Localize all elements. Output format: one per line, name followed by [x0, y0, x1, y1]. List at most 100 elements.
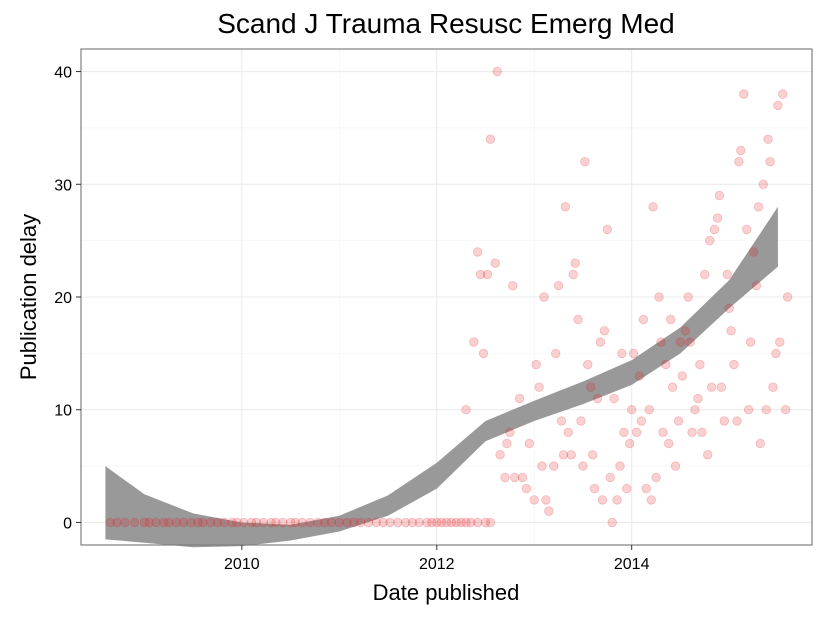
data-point: [631, 427, 642, 438]
data-point: [719, 416, 730, 426]
data-point: [558, 450, 569, 460]
grid: [81, 49, 812, 545]
data-point: [675, 337, 686, 347]
data-point: [186, 517, 196, 528]
data-point: [549, 461, 559, 471]
data-points: [105, 66, 793, 528]
data-point: [159, 517, 169, 528]
data-point: [722, 269, 732, 280]
data-point: [700, 269, 710, 280]
data-point: [773, 100, 783, 111]
data-point: [461, 405, 471, 415]
data-point: [753, 202, 764, 212]
data-point: [654, 292, 664, 302]
data-point: [615, 461, 625, 471]
data-point: [151, 517, 161, 528]
data-point: [680, 326, 691, 336]
data-point: [544, 506, 554, 516]
data-point: [566, 450, 577, 460]
data-point: [285, 517, 296, 528]
data-point: [378, 517, 388, 528]
data-point: [534, 382, 544, 392]
data-point: [666, 314, 676, 325]
data-point: [644, 405, 654, 415]
x-axis-title: Date published: [373, 580, 520, 605]
data-point: [278, 517, 288, 528]
data-point: [495, 450, 505, 460]
data-point: [297, 517, 307, 528]
data-point: [599, 326, 610, 336]
data-point: [393, 517, 403, 528]
smooth-band: [105, 206, 778, 548]
data-point: [198, 517, 208, 528]
data-point: [743, 405, 754, 415]
data-point: [313, 517, 323, 528]
data-point: [326, 517, 337, 528]
data-point: [334, 517, 345, 528]
data-point: [580, 156, 590, 167]
data-point: [734, 156, 744, 167]
data-point: [705, 235, 715, 246]
data-point: [485, 517, 496, 528]
data-point: [129, 517, 140, 528]
y-tick-label: 40: [54, 65, 72, 82]
data-point: [592, 393, 603, 404]
data-point: [524, 438, 535, 449]
data-point: [636, 416, 647, 426]
data-point: [500, 472, 510, 483]
data-point: [436, 517, 447, 528]
data-point: [697, 427, 707, 438]
data-point: [505, 427, 515, 438]
data-point: [407, 517, 418, 528]
data-point: [171, 517, 182, 528]
data-point: [473, 247, 483, 257]
y-tick-label: 0: [63, 515, 72, 532]
data-point: [205, 517, 216, 528]
data-point: [763, 134, 773, 144]
data-point: [634, 371, 645, 381]
data-point: [755, 438, 766, 449]
x-tick-label: 2012: [419, 556, 455, 573]
data-point: [709, 224, 720, 235]
data-point: [573, 314, 583, 325]
data-point: [482, 269, 493, 280]
data-point: [508, 281, 518, 291]
data-point: [607, 517, 617, 528]
data-point: [775, 337, 785, 347]
data-point: [480, 517, 491, 528]
data-point: [551, 348, 561, 359]
data-point: [427, 517, 437, 528]
data-point: [553, 281, 564, 291]
data-point: [617, 348, 627, 359]
data-point: [664, 438, 674, 449]
data-point: [193, 517, 203, 528]
data-point: [761, 405, 771, 415]
data-point: [726, 326, 736, 336]
data-point: [219, 517, 230, 528]
data-point: [736, 145, 746, 156]
data-point: [422, 517, 432, 528]
data-point: [144, 517, 154, 528]
y-axis-title: Publication delay: [16, 214, 41, 380]
data-point: [576, 416, 586, 426]
data-point: [466, 517, 476, 528]
data-point: [541, 495, 551, 505]
data-point: [492, 66, 502, 77]
data-point: [714, 190, 725, 201]
data-point: [648, 202, 658, 212]
data-point: [778, 89, 788, 99]
data-point: [271, 517, 281, 528]
data-point: [625, 438, 635, 449]
data-point: [139, 517, 150, 528]
data-point: [120, 517, 130, 528]
data-point: [609, 393, 619, 404]
data-point: [724, 303, 734, 314]
x-axis-ticks: 2010 2012 2014: [224, 545, 650, 573]
data-point: [622, 483, 632, 494]
data-point: [568, 269, 578, 280]
data-point: [612, 495, 622, 505]
data-point: [683, 292, 693, 302]
data-point: [578, 461, 588, 471]
data-point: [456, 517, 466, 528]
data-point: [258, 517, 269, 528]
